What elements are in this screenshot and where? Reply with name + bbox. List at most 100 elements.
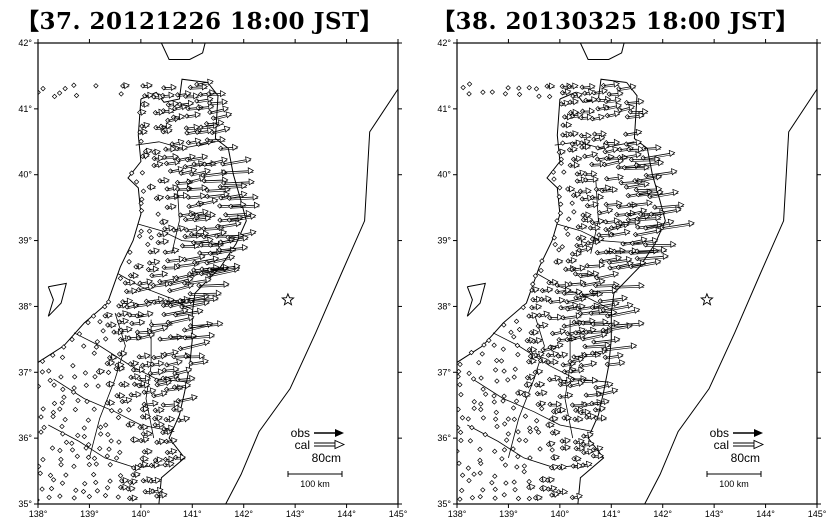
station-marker (492, 473, 498, 479)
arrow-head (201, 83, 208, 91)
arrow-head (615, 102, 623, 110)
station-marker (583, 329, 590, 335)
station-marker (480, 415, 487, 421)
station-marker (526, 495, 533, 502)
station-marker (478, 375, 484, 381)
station-marker (566, 83, 573, 90)
station-marker (569, 402, 576, 408)
calculated-arrow (164, 157, 179, 160)
arrow-head (240, 200, 247, 209)
arrow-head (599, 405, 606, 413)
arrow-head (668, 149, 676, 158)
station-marker (569, 376, 575, 383)
station-marker (118, 91, 124, 97)
station-marker (516, 437, 523, 443)
arrow-head (524, 390, 531, 399)
arrow-head (218, 119, 225, 127)
tsugaru-coast (140, 78, 208, 103)
arrow-head (612, 146, 619, 154)
station-marker (146, 228, 153, 234)
station-marker (585, 240, 591, 246)
arrow-head (545, 295, 552, 303)
station-marker (70, 362, 76, 369)
arrow-head (170, 145, 177, 153)
station-marker (458, 391, 464, 398)
arrow-head (593, 302, 601, 310)
station-marker (505, 377, 511, 383)
station-marker (46, 368, 52, 374)
station-marker (546, 93, 553, 100)
calculated-arrow (592, 221, 604, 225)
lon-tick-label: 142° (234, 509, 253, 519)
arrow-head (554, 374, 562, 382)
arrow-head (589, 413, 597, 421)
station-marker (71, 374, 78, 380)
arrow-head (168, 91, 175, 99)
calculated-arrow (593, 138, 605, 142)
calculated-arrow (582, 198, 593, 202)
arrow-head (178, 113, 186, 121)
map-frame (37, 42, 399, 505)
arrow-head (661, 246, 668, 254)
station-marker (468, 349, 475, 356)
arrow-head (207, 78, 214, 86)
station-marker (600, 327, 606, 333)
station-marker (189, 171, 195, 177)
station-marker (105, 299, 112, 305)
station-marker (58, 456, 64, 463)
station-marker (545, 359, 552, 365)
station-marker (47, 377, 53, 384)
station-marker (466, 370, 472, 377)
station-marker (486, 337, 492, 344)
station-marker (557, 185, 563, 191)
station-marker (93, 461, 100, 467)
station-marker (38, 414, 44, 420)
station-marker (617, 146, 623, 153)
station-marker (633, 187, 639, 193)
lon-tick-label: 140° (132, 509, 151, 519)
station-marker (139, 170, 146, 176)
station-marker (583, 97, 589, 104)
station-marker (72, 406, 79, 413)
lat-tick-label: 38° (18, 301, 32, 311)
station-marker (61, 394, 67, 400)
station-marker (83, 445, 89, 451)
arrow-head (618, 359, 626, 367)
station-marker (163, 386, 170, 393)
arrow-head (224, 185, 231, 193)
arrow-head (249, 229, 257, 237)
arrow-head (143, 100, 150, 108)
calculated-arrow (190, 324, 223, 328)
station-marker (183, 353, 189, 359)
arrow-head (552, 350, 560, 358)
station-marker (41, 424, 47, 431)
arrow-head (579, 444, 586, 452)
lon-tick-label: 145° (808, 509, 827, 519)
arrow-head (611, 387, 619, 395)
arrow-head (556, 341, 564, 350)
arrow-head (187, 275, 194, 283)
arrow-head (204, 214, 212, 222)
station-marker (50, 413, 56, 420)
station-marker (516, 326, 523, 333)
station-marker (184, 298, 190, 304)
station-marker (90, 471, 97, 478)
station-marker (75, 432, 81, 439)
arrow-head (594, 224, 601, 232)
station-marker (459, 472, 466, 478)
station-marker (557, 210, 564, 216)
arrow-head (578, 437, 585, 446)
station-marker (117, 449, 123, 456)
arrow-head (643, 163, 650, 171)
station-marker (94, 339, 101, 345)
calculated-arrow (646, 172, 677, 178)
calculated-arrow (557, 285, 571, 288)
station-marker (505, 85, 511, 91)
station-marker (128, 170, 135, 176)
arrow-head (577, 415, 584, 423)
station-marker (70, 389, 77, 395)
calculated-arrow (178, 419, 190, 423)
legend-scale-label: 80cm (731, 451, 760, 465)
station-marker (136, 233, 143, 239)
lon-tick-label: 143° (705, 509, 724, 519)
